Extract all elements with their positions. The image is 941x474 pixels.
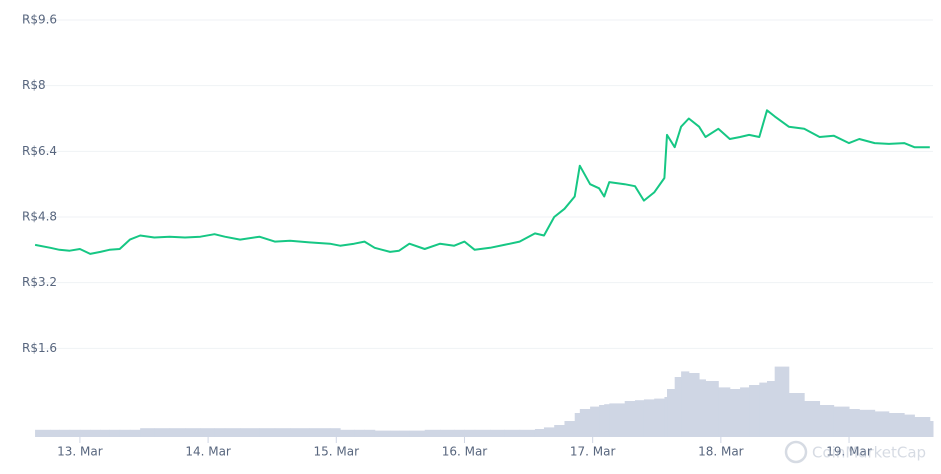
volume-bar [859,409,876,437]
y-tick-label: R$3.2 [22,275,57,289]
volume-bar [259,428,276,437]
volume-bar [849,409,860,437]
volume-bar [79,429,91,437]
volume-bar [100,429,110,437]
volume-bar [240,428,260,437]
y-tick-label: R$1.6 [22,341,57,355]
volume-bar [374,430,391,437]
x-tick-label: 13. Mar [57,445,103,459]
volume-bar [543,427,555,437]
volume-bar [766,381,776,437]
volume-bar [464,429,476,437]
volume-bar [364,429,376,437]
volume-bar [874,411,890,437]
volume-bar [424,429,441,437]
volume-bar [554,425,565,437]
volume-bar [914,417,931,437]
y-tick-label: R$8 [22,78,46,92]
volume-bar [185,428,201,437]
volume-bar [534,429,545,437]
volume-bar [749,385,760,437]
volume-bar [674,377,682,437]
volume-bar [819,405,835,437]
volume-bar [224,428,241,437]
volume-bar [590,406,600,437]
volume-bar [200,428,216,437]
volume-bar [309,428,331,437]
volume-bar [354,429,365,437]
volume-bar [35,429,51,437]
y-tick-label: R$4.8 [22,210,57,224]
price-line [34,109,930,255]
volume-bar [681,371,690,437]
volume-bar [599,405,605,437]
volume-bar [474,429,491,437]
volume-bar [574,413,581,437]
volume-bar [399,430,410,437]
volume-bar [329,428,341,437]
x-tick-label: 18. Mar [698,445,744,459]
volume-bar [774,366,790,437]
volume-bar [729,389,741,437]
volume-bar [929,421,934,437]
volume-bar [654,398,665,437]
x-tick-label: 15. Mar [314,445,360,459]
volume-bar [788,393,805,437]
volume-bar [579,409,591,437]
volume-bar [390,430,400,437]
volume-bar [667,389,676,437]
x-tick-label: 14. Mar [185,445,231,459]
volume-bar [718,387,731,437]
volume-bar [119,429,131,437]
volume-bar [888,413,905,437]
volume-bar [833,406,850,437]
volume-bar [804,401,821,437]
volume-bar [90,429,101,437]
volume-bar [109,429,121,437]
watermark: CoinMarketCap [784,440,926,464]
volume-bar [634,400,645,437]
volume-bar [50,429,60,437]
volume-bar [740,387,750,437]
volume-bar [440,429,455,437]
volume-bar [604,404,610,437]
volume-bar [643,399,655,437]
watermark-logo [784,440,808,464]
volume-bar [624,401,636,437]
volume-bar [169,428,186,437]
volume-bar [69,429,81,437]
volume-bar [664,397,668,437]
y-tick-label: R$9.6 [22,13,57,27]
volume-bar [904,414,915,437]
volume-bar [454,429,465,437]
x-tick-label: 19. Mar [826,445,872,459]
volume-bar [609,403,626,437]
volume-bar [564,421,576,437]
volume-bar [274,428,291,437]
volume-bar [214,428,226,437]
x-tick-label: 17. Mar [570,445,616,459]
volume-bar [140,428,155,437]
volume-bar [154,428,171,437]
volume-bar [129,429,141,437]
volume-bar [409,430,426,437]
volume-bar [490,429,505,437]
watermark-text: CoinMarketCap [812,444,926,462]
volume-bar [340,429,355,437]
volume-bar [519,429,536,437]
volume-bar [699,379,706,437]
volume-bar [59,429,71,437]
x-tick-label: 16. Mar [442,445,488,459]
volume-bar [504,429,521,437]
volume-bar [688,373,700,437]
y-tick-label: R$6.4 [22,144,57,158]
volume-bar [759,382,768,437]
volume-bar [290,428,310,437]
volume-bar [705,381,719,437]
